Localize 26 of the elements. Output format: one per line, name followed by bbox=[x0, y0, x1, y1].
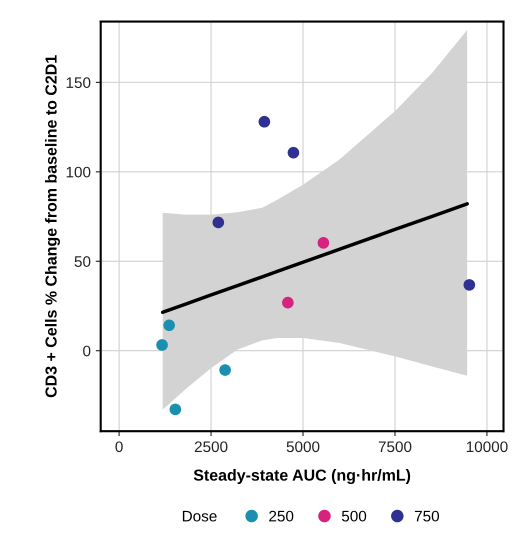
y-tick-label: 0 bbox=[83, 346, 90, 356]
line-series bbox=[160, 202, 469, 314]
point bbox=[170, 404, 182, 416]
y-axis-title: CD3 + Cells % Change from baseline to C2D1 bbox=[44, 55, 60, 398]
x-tick-label: 7500 bbox=[378, 441, 412, 452]
point bbox=[163, 319, 175, 332]
legend-label: 250 bbox=[269, 510, 294, 522]
x-axis-title: Steady-state AUC (ng·hr/mL) bbox=[194, 469, 410, 484]
x-tick-label: 2500 bbox=[194, 441, 228, 452]
legend-label: 750 bbox=[414, 510, 440, 522]
x-tick-label: 0 bbox=[115, 441, 123, 452]
legend-label: 500 bbox=[342, 510, 366, 522]
point bbox=[258, 116, 270, 128]
point bbox=[219, 364, 231, 376]
point bbox=[156, 339, 168, 351]
x-tick-label: 5000 bbox=[286, 441, 320, 452]
y-tick-label: 100 bbox=[66, 166, 90, 178]
x-tick-label: 10000 bbox=[466, 441, 508, 452]
y-tick-label: 50 bbox=[74, 256, 90, 267]
point bbox=[282, 296, 294, 308]
legend-title: Dose bbox=[182, 510, 217, 522]
point bbox=[288, 146, 300, 158]
point bbox=[212, 216, 224, 228]
y-tick-label: 150 bbox=[66, 77, 90, 88]
point bbox=[318, 237, 330, 249]
point bbox=[464, 279, 476, 291]
